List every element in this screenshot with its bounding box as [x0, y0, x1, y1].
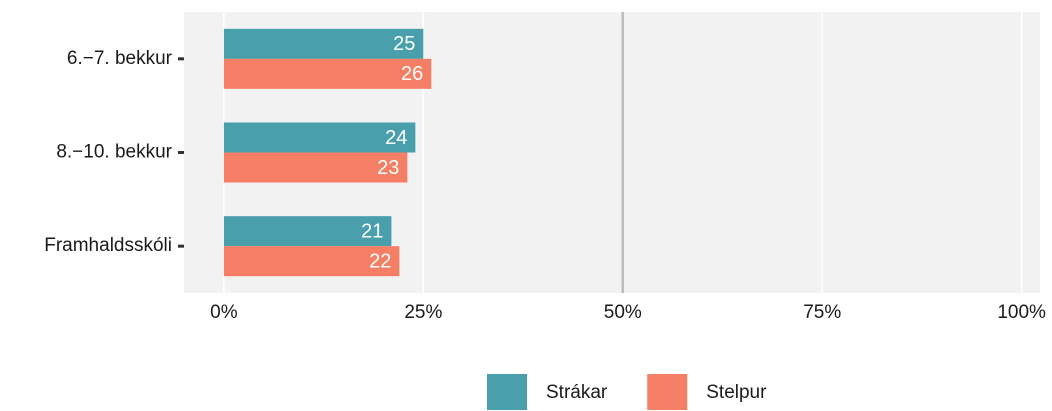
legend-label: Strákar: [546, 382, 608, 403]
legend-label: Stelpur: [706, 382, 767, 403]
value-label: 21: [361, 220, 383, 242]
y-tick-label: Framhaldsskóli: [44, 235, 172, 256]
value-label: 26: [401, 63, 423, 85]
bar: [223, 28, 424, 59]
legend-swatch: [487, 374, 527, 410]
legend-swatch: [647, 374, 688, 410]
bar: [223, 216, 392, 247]
value-label: 22: [369, 250, 391, 272]
bar: [223, 152, 408, 183]
value-label: 23: [377, 157, 399, 179]
value-label: 24: [385, 127, 407, 149]
bar: [223, 58, 432, 89]
y-tick-label: 8.−10. bekkur: [56, 142, 172, 163]
x-tick-label: 75%: [803, 302, 841, 323]
bar: [223, 246, 400, 277]
y-tick-label: 6.−7. bekkur: [67, 48, 173, 69]
bar: [223, 122, 416, 153]
x-tick-label: 25%: [404, 302, 442, 323]
x-tick-label: 0%: [210, 302, 238, 323]
x-tick-label: 50%: [604, 302, 642, 323]
x-tick-label: 100%: [997, 302, 1046, 323]
value-label: 25: [393, 33, 415, 55]
